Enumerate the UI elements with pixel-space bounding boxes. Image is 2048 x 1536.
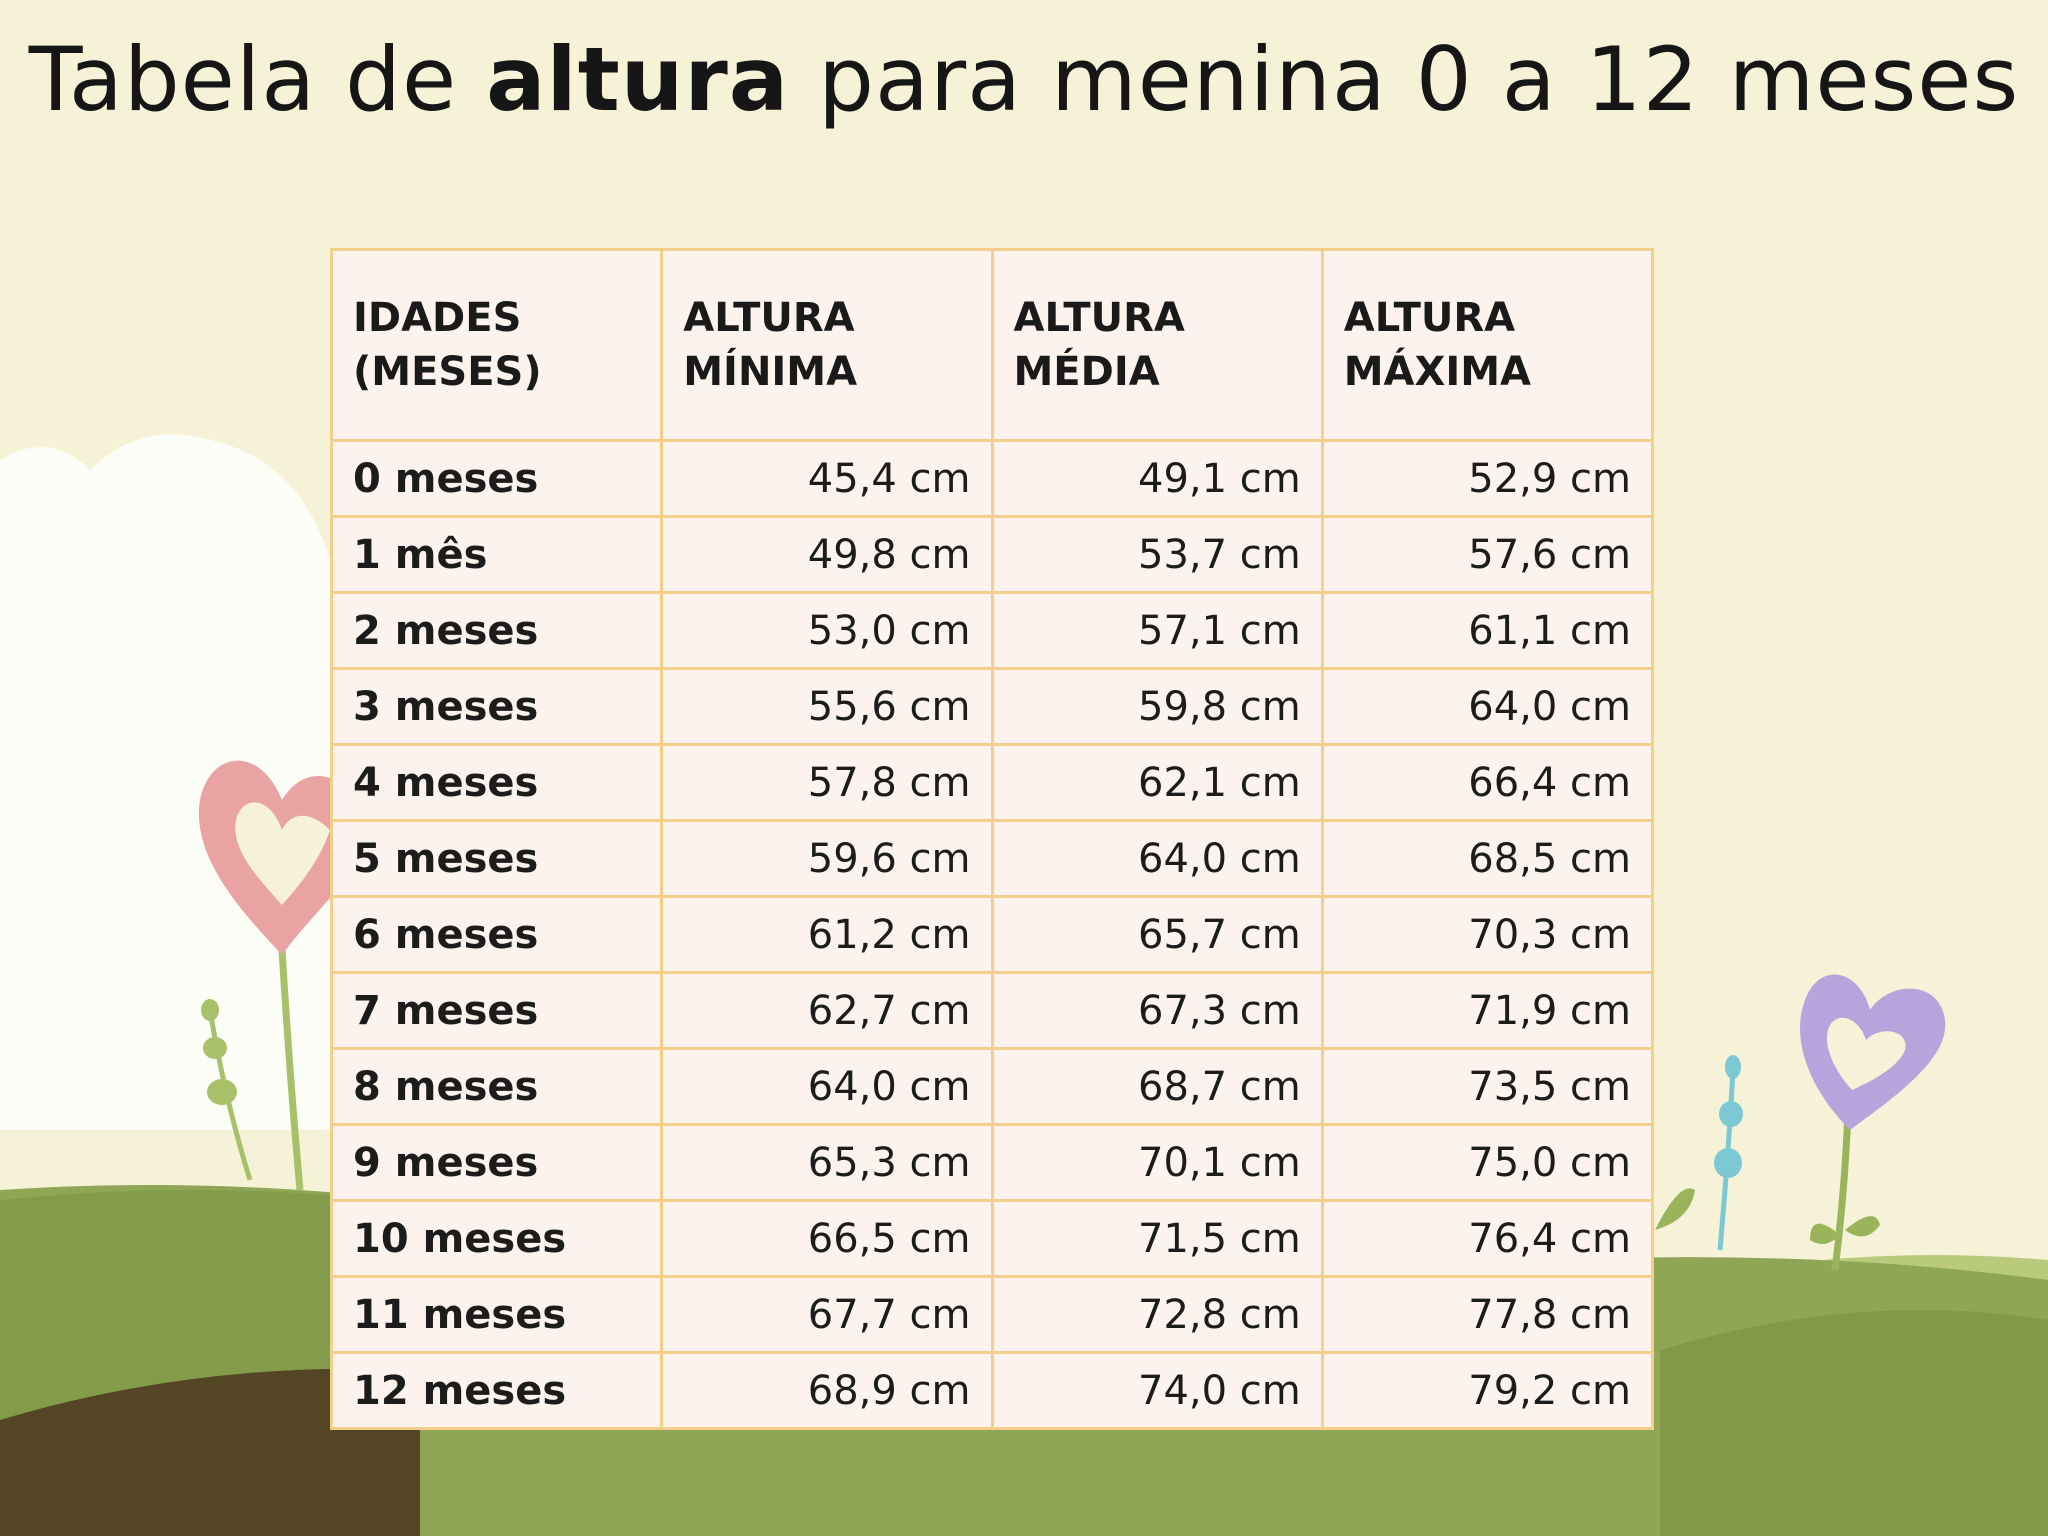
cell-avg: 71,5 cm: [990, 1199, 1324, 1278]
cell-max: 70,3 cm: [1320, 895, 1655, 974]
table-row: 3 meses 55,6 cm 59,8 cm 64,0 cm: [329, 667, 1655, 746]
cell-min: 68,9 cm: [660, 1351, 994, 1430]
cell-age: 6 meses: [329, 895, 664, 974]
table-row: 10 meses 66,5 cm 71,5 cm 76,4 cm: [329, 1199, 1655, 1278]
table-row: 7 meses 62,7 cm 67,3 cm 71,9 cm: [329, 971, 1655, 1050]
cell-max: 52,9 cm: [1320, 439, 1655, 518]
cell-max: 71,9 cm: [1320, 971, 1655, 1050]
table-row: 0 meses 45,4 cm 49,1 cm 52,9 cm: [329, 439, 1655, 518]
cell-min: 62,7 cm: [660, 971, 994, 1050]
cell-avg: 59,8 cm: [990, 667, 1324, 746]
cell-avg: 74,0 cm: [990, 1351, 1324, 1430]
cell-avg: 68,7 cm: [990, 1047, 1324, 1126]
cell-avg: 65,7 cm: [990, 895, 1324, 974]
title-part2: para menina 0 a 12 meses: [789, 28, 2020, 131]
cell-age: 9 meses: [329, 1123, 664, 1202]
table-row: 6 meses 61,2 cm 65,7 cm 70,3 cm: [329, 895, 1655, 974]
cell-avg: 53,7 cm: [990, 515, 1324, 594]
cell-max: 77,8 cm: [1320, 1275, 1655, 1354]
purple-heart-inner: [1826, 1017, 1906, 1090]
table-row: 4 meses 57,8 cm 62,1 cm 66,4 cm: [329, 743, 1655, 822]
table-row: 11 meses 67,7 cm 72,8 cm 77,8 cm: [329, 1275, 1655, 1354]
cell-avg: 49,1 cm: [990, 439, 1324, 518]
cell-min: 65,3 cm: [660, 1123, 994, 1202]
cell-max: 64,0 cm: [1320, 667, 1655, 746]
table-row: 8 meses 64,0 cm 68,7 cm 73,5 cm: [329, 1047, 1655, 1126]
pink-heart-inner: [235, 802, 330, 905]
cell-max: 61,1 cm: [1320, 591, 1655, 670]
leaves-purple: [1810, 1216, 1880, 1244]
cell-age: 11 meses: [329, 1275, 664, 1354]
cell-min: 59,6 cm: [660, 819, 994, 898]
cell-avg: 67,3 cm: [990, 971, 1324, 1050]
cell-min: 53,0 cm: [660, 591, 994, 670]
cell-avg: 70,1 cm: [990, 1123, 1324, 1202]
title-bold: altura: [486, 28, 790, 131]
cell-age: 5 meses: [329, 819, 664, 898]
cell-min: 55,6 cm: [660, 667, 994, 746]
table-row: 9 meses 65,3 cm 70,1 cm 75,0 cm: [329, 1123, 1655, 1202]
cell-avg: 57,1 cm: [990, 591, 1324, 670]
cell-max: 73,5 cm: [1320, 1047, 1655, 1126]
table-row: 1 mês 49,8 cm 53,7 cm 57,6 cm: [329, 515, 1655, 594]
cell-min: 64,0 cm: [660, 1047, 994, 1126]
cell-age: 10 meses: [329, 1199, 664, 1278]
cell-avg: 72,8 cm: [990, 1275, 1324, 1354]
cell-age: 1 mês: [329, 515, 664, 594]
cell-max: 76,4 cm: [1320, 1199, 1655, 1278]
cell-age: 3 meses: [329, 667, 664, 746]
cell-max: 79,2 cm: [1320, 1351, 1655, 1430]
cell-min: 67,7 cm: [660, 1275, 994, 1354]
cell-age: 2 meses: [329, 591, 664, 670]
cell-age: 12 meses: [329, 1351, 664, 1430]
cell-max: 75,0 cm: [1320, 1123, 1655, 1202]
title-part1: Tabela de: [28, 28, 487, 131]
hill-shade-right: [1660, 1310, 2048, 1536]
cell-age: 0 meses: [329, 439, 664, 518]
header-idades: IDADES (MESES): [329, 248, 664, 442]
white-cloud-shape: [0, 434, 330, 1130]
purple-flower-stem: [1831, 1109, 1852, 1271]
cell-min: 49,8 cm: [660, 515, 994, 594]
header-altura-maxima: ALTURA MÁXIMA: [1320, 248, 1655, 442]
height-table: IDADES (MESES) ALTURA MÍNIMA ALTURA MÉDI…: [329, 248, 1655, 1430]
table-row: 12 meses 68,9 cm 74,0 cm 79,2 cm: [329, 1351, 1655, 1430]
cell-age: 7 meses: [329, 971, 664, 1050]
cell-max: 68,5 cm: [1320, 819, 1655, 898]
cell-min: 57,8 cm: [660, 743, 994, 822]
table-header-row: IDADES (MESES) ALTURA MÍNIMA ALTURA MÉDI…: [329, 248, 1655, 442]
cell-age: 8 meses: [329, 1047, 664, 1126]
cell-min: 45,4 cm: [660, 439, 994, 518]
header-altura-media: ALTURA MÉDIA: [990, 248, 1324, 442]
table-row: 2 meses 53,0 cm 57,1 cm 61,1 cm: [329, 591, 1655, 670]
green-leaf-right: [1655, 1188, 1695, 1230]
cell-min: 66,5 cm: [660, 1199, 994, 1278]
cell-min: 61,2 cm: [660, 895, 994, 974]
cell-age: 4 meses: [329, 743, 664, 822]
cell-avg: 62,1 cm: [990, 743, 1324, 822]
brown-path: [0, 1368, 420, 1536]
cell-avg: 64,0 cm: [990, 819, 1324, 898]
pink-flower-stem: [278, 949, 304, 1191]
page-title: Tabela de altura para menina 0 a 12 mese…: [0, 28, 2048, 131]
table-row: 5 meses 59,6 cm 64,0 cm 68,5 cm: [329, 819, 1655, 898]
cell-max: 66,4 cm: [1320, 743, 1655, 822]
header-altura-minima: ALTURA MÍNIMA: [660, 248, 994, 442]
cell-max: 57,6 cm: [1320, 515, 1655, 594]
